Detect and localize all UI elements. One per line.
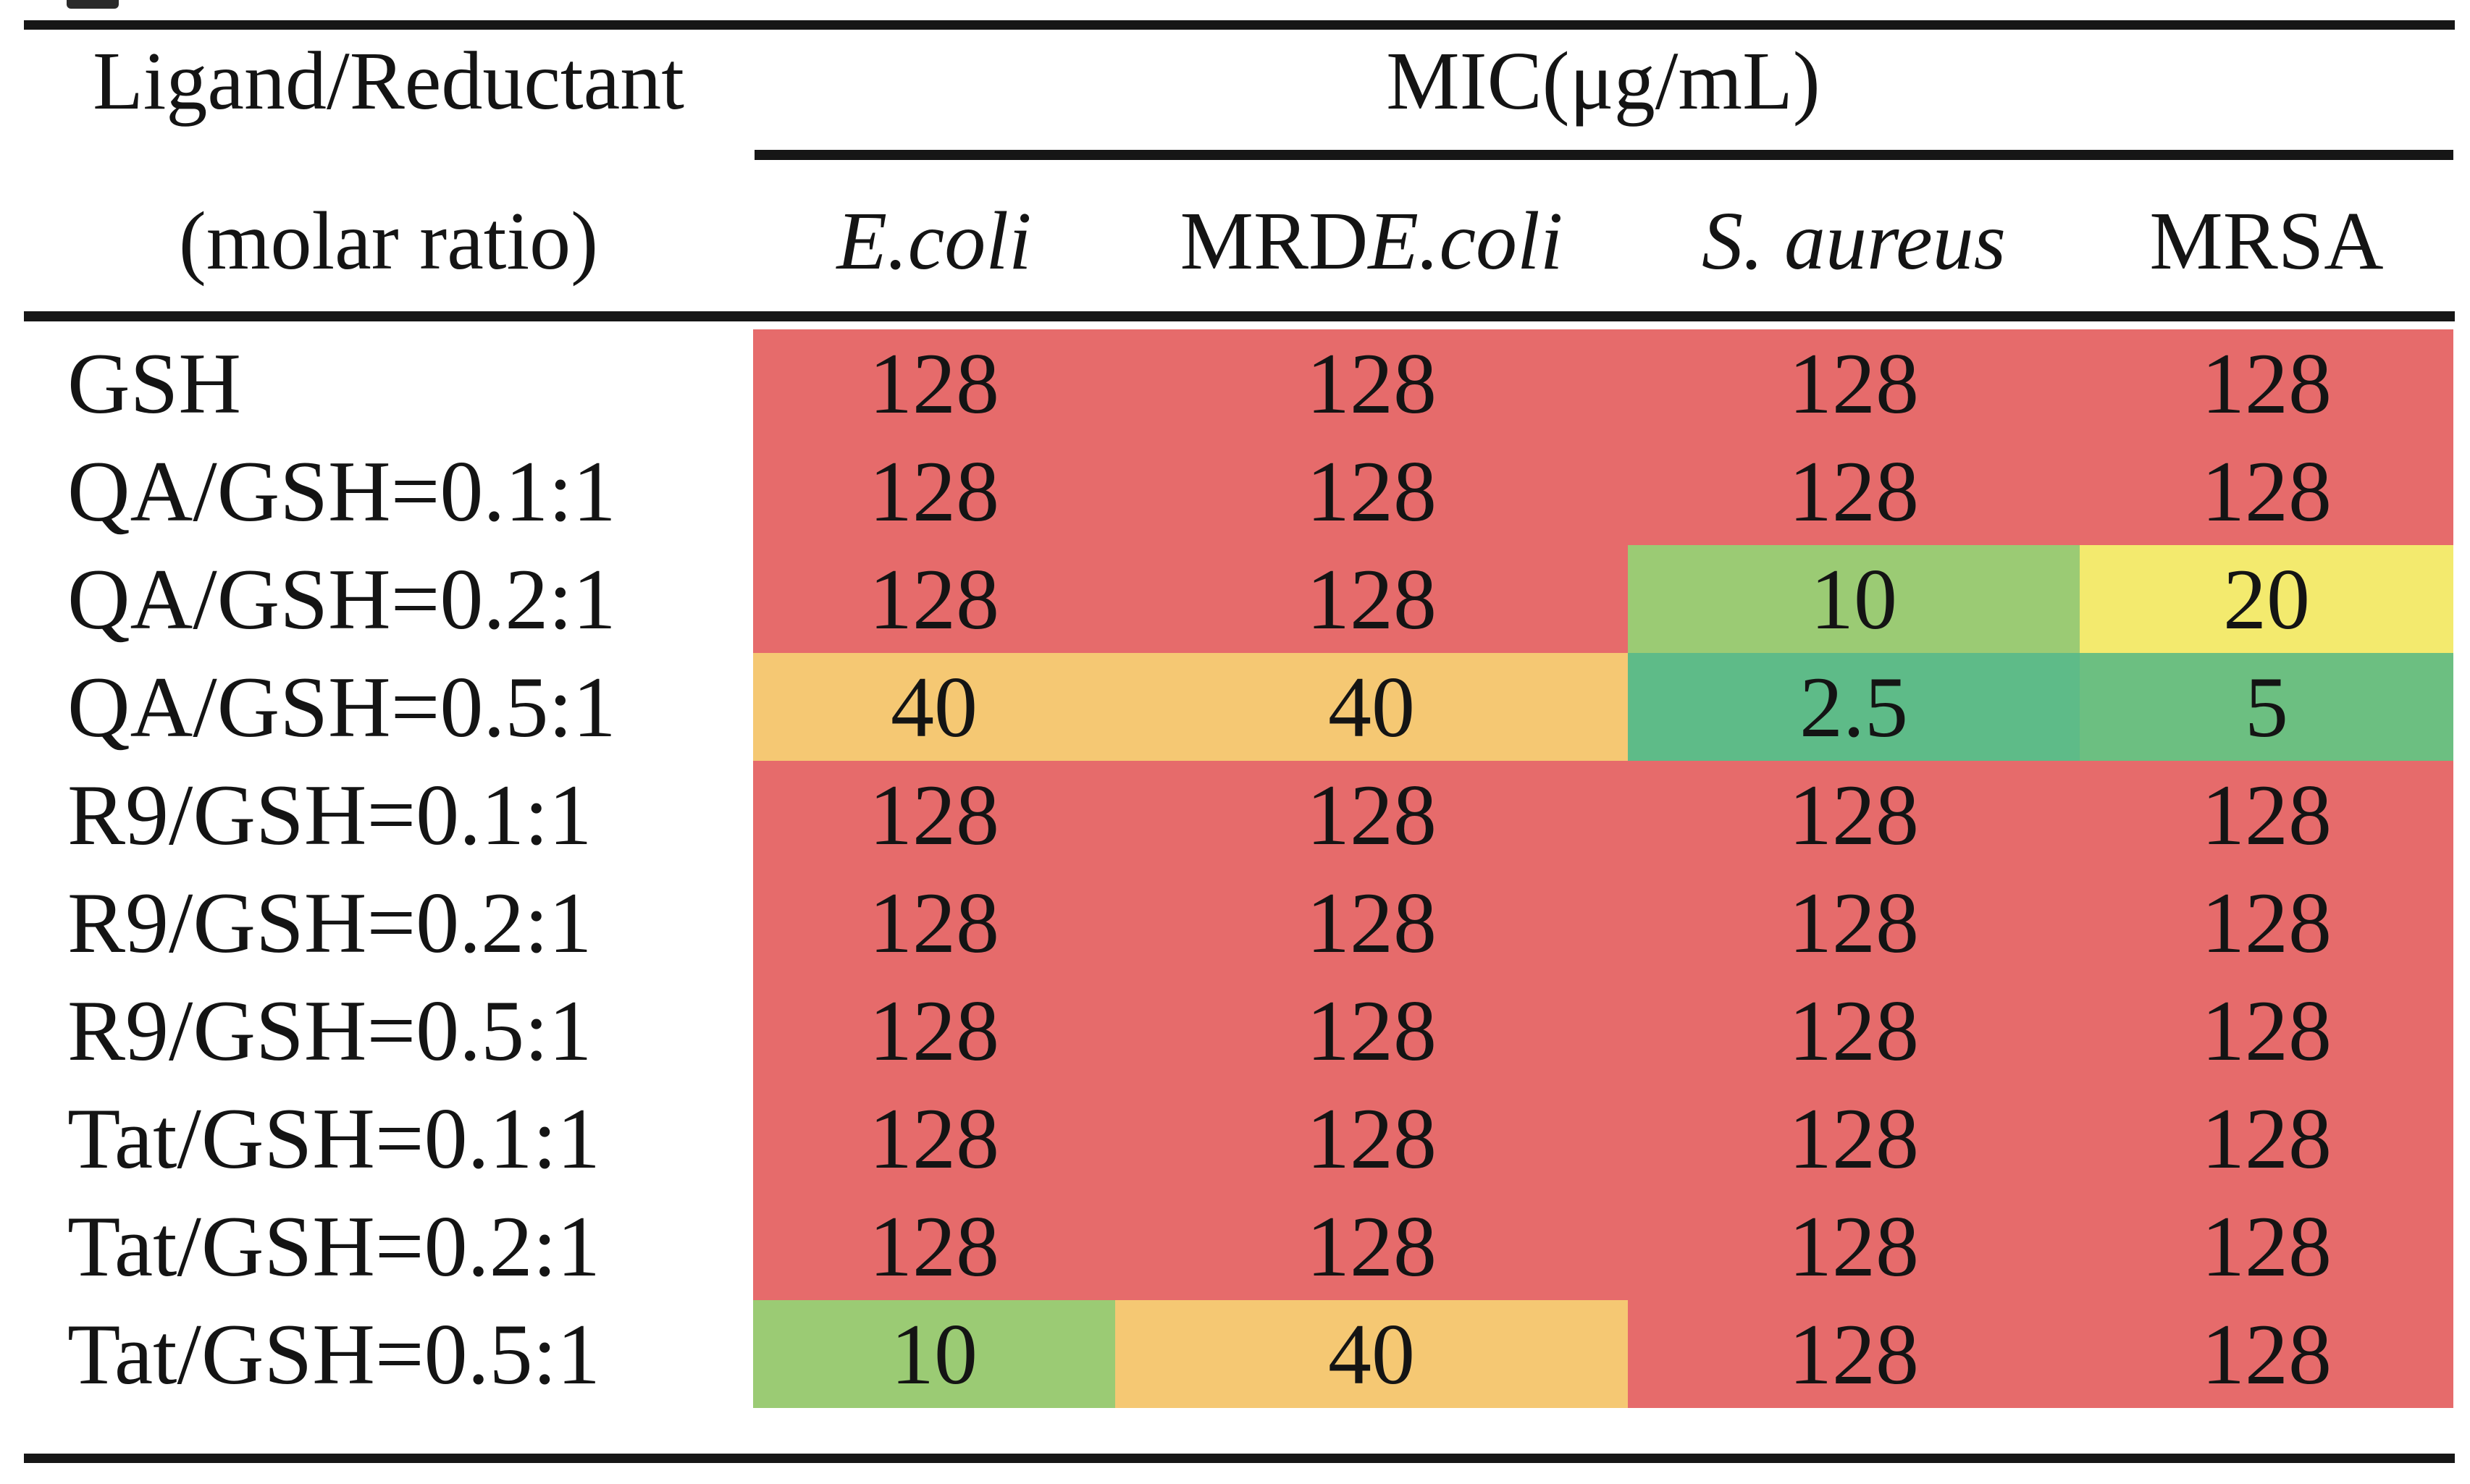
mic-value-cell: 40 [1115, 653, 1628, 761]
mic-value-cell: 128 [1628, 1084, 2080, 1192]
row-label: Tat/GSH=0.5:1 [24, 1300, 753, 1408]
row-label: R9/GSH=0.5:1 [24, 977, 753, 1084]
mic-value-cell: 128 [1115, 761, 1628, 869]
row-group-header-line2: (molar ratio) [178, 195, 599, 287]
col-header-mrd-ecoli: MRD E.coli [1115, 180, 1628, 303]
bottom-rule [24, 1454, 2455, 1463]
mic-subheader-rule [755, 150, 2453, 160]
column-header-row: (molar ratio) E.coli MRD E.coli S. aureu… [24, 180, 2453, 303]
col-header-s-aureus-italic: S. aureus [1701, 195, 2007, 287]
mic-value-cell: 128 [2080, 1084, 2453, 1192]
mic-value-cell: 128 [2080, 329, 2453, 437]
mic-value-cell: 128 [1115, 1084, 1628, 1192]
row-label: R9/GSH=0.2:1 [24, 869, 753, 977]
mic-value-cell: 5 [2080, 653, 2453, 761]
row-label: QA/GSH=0.2:1 [24, 545, 753, 653]
mic-value-cell: 2.5 [1628, 653, 2080, 761]
row-group-header-line1: Ligand/Reductant [93, 35, 684, 127]
mic-value-cell: 128 [2080, 977, 2453, 1084]
col-header-s-aureus: S. aureus [1628, 180, 2080, 303]
row-label: QA/GSH=0.5:1 [24, 653, 753, 761]
col-header-mrd-ecoli-roman: MRD [1180, 195, 1369, 287]
mic-value-cell: 128 [753, 1084, 1115, 1192]
mic-value-cell: 128 [753, 329, 1115, 437]
mic-value-cell: 128 [1115, 437, 1628, 545]
mic-value-cell: 128 [1628, 977, 2080, 1084]
mic-value-cell: 128 [2080, 869, 2453, 977]
mic-value-cell: 128 [753, 1192, 1115, 1300]
row-label: Tat/GSH=0.1:1 [24, 1084, 753, 1192]
mic-value-cell: 128 [1628, 1300, 2080, 1408]
col-header-ecoli: E.coli [753, 180, 1115, 303]
mic-value-cell: 128 [1115, 869, 1628, 977]
mic-group-header: MIC(μg/mL) [1386, 35, 1820, 127]
mic-value-cell: 128 [1115, 329, 1628, 437]
mic-value-cell: 128 [1628, 869, 2080, 977]
header-bottom-rule [24, 311, 2455, 321]
mic-value-cell: 20 [2080, 545, 2453, 653]
row-label: GSH [24, 329, 753, 437]
mic-value-cell: 10 [1628, 545, 2080, 653]
mic-value-cell: 40 [1115, 1300, 1628, 1408]
mic-value-cell: 128 [753, 869, 1115, 977]
mic-value-cell: 128 [2080, 1192, 2453, 1300]
mic-value-cell: 128 [1628, 1192, 2080, 1300]
col-header-mrd-ecoli-italic: E.coli [1368, 195, 1563, 287]
mic-value-cell: 128 [753, 761, 1115, 869]
mic-value-cell: 128 [1115, 545, 1628, 653]
mic-value-cell: 128 [753, 977, 1115, 1084]
mic-value-cell: 128 [753, 545, 1115, 653]
mic-value-cell: 128 [1628, 761, 2080, 869]
mic-value-cell: 10 [753, 1300, 1115, 1408]
mic-value-cell: 128 [2080, 1300, 2453, 1408]
col-header-mrsa-roman: MRSA [2149, 195, 2384, 287]
top-rule [24, 20, 2455, 30]
mic-value-cell: 128 [2080, 761, 2453, 869]
row-label: QA/GSH=0.1:1 [24, 437, 753, 545]
mic-value-cell: 128 [1115, 1192, 1628, 1300]
col-header-mrsa: MRSA [2080, 180, 2453, 303]
mic-value-cell: 128 [1115, 977, 1628, 1084]
mic-value-cell: 128 [1628, 437, 2080, 545]
row-label: R9/GSH=0.1:1 [24, 761, 753, 869]
mic-value-cell: 128 [1628, 329, 2080, 437]
col-header-ecoli-italic: E.coli [836, 195, 1032, 287]
table-body: GSH 128 128 128 128 QA/GSH=0.1:1 128 128 128 128 Q… [24, 329, 2453, 1408]
row-label: Tat/GSH=0.2:1 [24, 1192, 753, 1300]
scan-artifact-mark [67, 0, 119, 9]
mic-value-cell: 40 [753, 653, 1115, 761]
mic-value-cell: 128 [753, 437, 1115, 545]
mic-value-cell: 128 [2080, 437, 2453, 545]
